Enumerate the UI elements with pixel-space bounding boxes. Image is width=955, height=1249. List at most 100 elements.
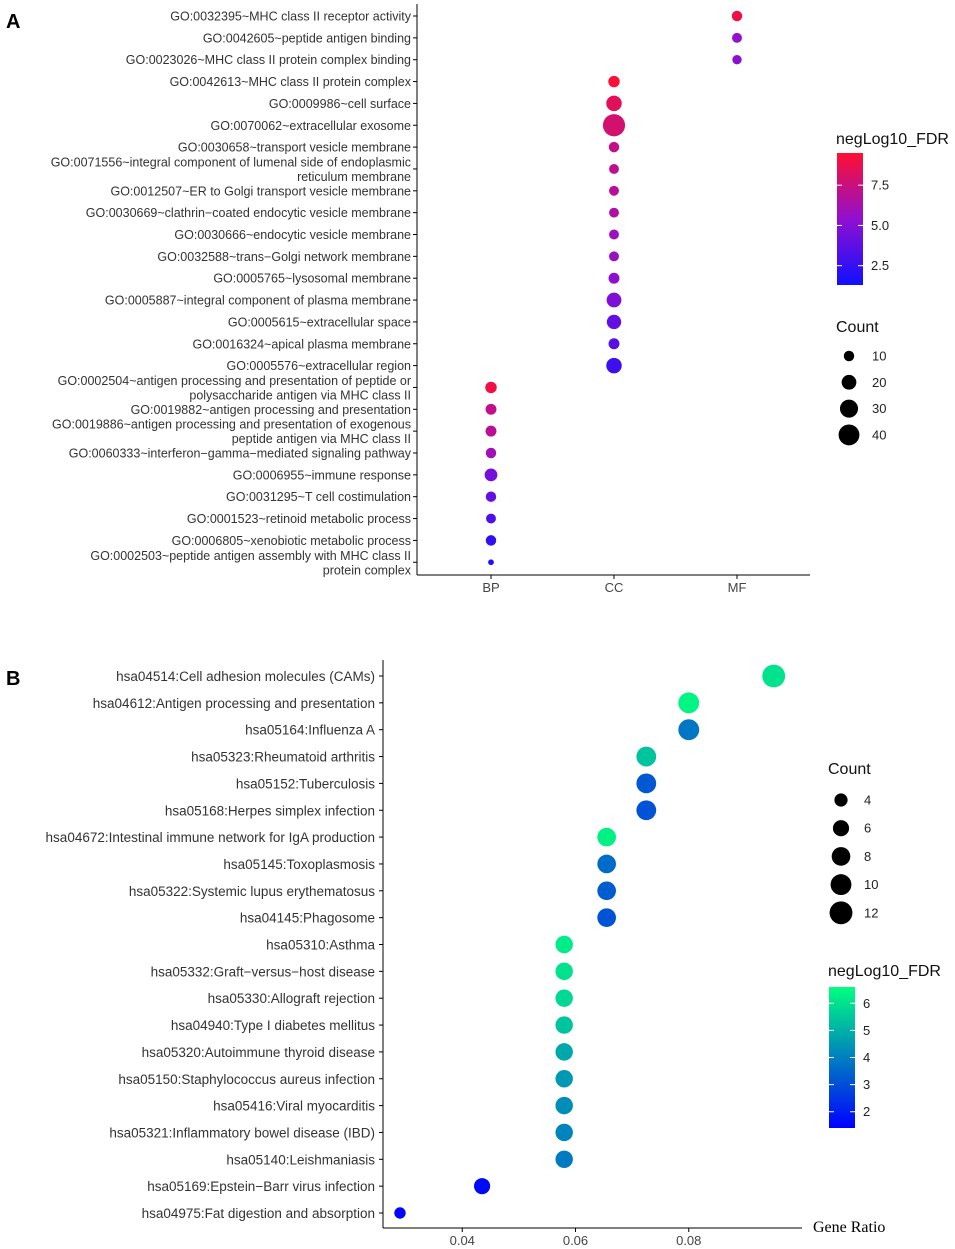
a-term-label: GO:0042605~peptide antigen binding bbox=[203, 31, 411, 45]
a-data-point bbox=[485, 381, 497, 394]
a-term-label: GO:0030669~clathrin−coated endocytic ves… bbox=[86, 206, 411, 220]
b-color-legend-label: 4 bbox=[863, 1050, 870, 1065]
b-pathway-label: hsa05323:Rheumatoid arthritis bbox=[191, 750, 375, 765]
a-data-point bbox=[485, 403, 497, 415]
b-data-point bbox=[555, 1123, 573, 1142]
a-term-label: GO:0032588~trans−Golgi network membrane bbox=[157, 250, 411, 264]
b-data-point bbox=[762, 664, 786, 688]
b-color-legend-label: 5 bbox=[863, 1023, 870, 1038]
b-data-point bbox=[597, 827, 616, 847]
a-data-point bbox=[732, 55, 742, 65]
a-size-legend-dot bbox=[839, 399, 859, 418]
b-data-point bbox=[678, 692, 700, 714]
a-term-label: GO:0016324~apical plasma membrane bbox=[192, 337, 411, 351]
a-data-point bbox=[609, 164, 619, 174]
b-pathway-label: hsa05152:Tuberculosis bbox=[236, 776, 375, 791]
a-size-legend-dot bbox=[841, 374, 857, 390]
a-data-point bbox=[485, 491, 497, 502]
b-color-legend-label: 6 bbox=[863, 996, 870, 1011]
a-data-point bbox=[609, 185, 619, 196]
a-size-legend-label: 30 bbox=[872, 401, 886, 416]
b-pathway-label: hsa05169:Epstein−Barr virus infection bbox=[147, 1179, 375, 1194]
a-data-point bbox=[731, 10, 743, 22]
a-term-label: GO:0019886~antigen processing and presen… bbox=[52, 418, 411, 432]
b-size-legend-dot bbox=[830, 874, 852, 896]
a-term-label: GO:0005887~integral component of plasma … bbox=[105, 294, 411, 308]
b-data-point bbox=[597, 854, 616, 874]
a-term-label: GO:0005615~extracellular space bbox=[228, 315, 411, 329]
b-size-legend-label: 12 bbox=[864, 905, 878, 920]
a-term-label: GO:0032395~MHC class II receptor activit… bbox=[170, 10, 411, 24]
a-size-legend-dot bbox=[838, 424, 860, 446]
a-term-label: GO:0002503~peptide antigen assembly with… bbox=[90, 549, 411, 563]
a-term-label: GO:0023026~MHC class II protein complex … bbox=[126, 53, 411, 67]
a-term-label: GO:0031295~T cell costimulation bbox=[226, 490, 411, 504]
a-term-label: GO:0012507~ER to Golgi transport vesicle… bbox=[110, 184, 411, 198]
a-color-legend-title: negLog10_FDR bbox=[836, 131, 949, 148]
b-pathway-label: hsa05416:Viral myocarditis bbox=[213, 1099, 375, 1114]
panel-a-dot-plot: BP CC MF GO:0032395~MHC class II receptor a… bbox=[51, 4, 949, 595]
a-term-label-cont: peptide antigen via MHC class II bbox=[232, 432, 411, 446]
a-term-label: GO:0030666~endocytic vesicle membrane bbox=[174, 228, 411, 242]
b-pathway-label: hsa04145:Phagosome bbox=[240, 911, 375, 926]
a-term-label: GO:0006805~xenobiotic metabolic process bbox=[172, 534, 411, 548]
a-data-point bbox=[609, 229, 619, 240]
a-size-legend-label: 10 bbox=[872, 349, 886, 364]
a-data-point bbox=[485, 425, 497, 437]
b-data-point bbox=[394, 1207, 406, 1219]
a-data-point bbox=[485, 535, 497, 546]
b-data-point bbox=[636, 800, 657, 821]
a-term-label: GO:0001523~retinoid metabolic process bbox=[187, 512, 411, 526]
b-data-point bbox=[555, 989, 573, 1007]
b-data-point bbox=[678, 719, 700, 741]
b-data-point bbox=[636, 746, 657, 767]
b-pathway-label: hsa05164:Influenza A bbox=[245, 723, 375, 738]
b-size-legend-dot bbox=[832, 820, 850, 837]
panel-b-dot-plot: 0.04 0.06 0.08 Gene Ratio hsa04514:Cell adhe… bbox=[46, 660, 941, 1248]
a-data-point bbox=[606, 95, 622, 112]
a-term-label: GO:0071556~integral component of lumenal… bbox=[51, 155, 411, 169]
b-x-axis-title: Gene Ratio bbox=[813, 1219, 885, 1236]
a-term-label: GO:0005765~lysosomal membrane bbox=[213, 272, 411, 286]
a-x-tick-label: MF bbox=[728, 580, 747, 595]
panel-a-letter: A bbox=[6, 11, 20, 33]
a-data-point bbox=[602, 114, 626, 137]
panel-b-letter: B bbox=[6, 668, 20, 690]
b-pathway-label: hsa05320:Autoimmune thyroid disease bbox=[142, 1045, 375, 1060]
b-size-legend-title: Count bbox=[828, 761, 871, 778]
b-size-legend-label: 4 bbox=[864, 793, 871, 808]
b-pathway-label: hsa04672:Intestinal immune network for I… bbox=[46, 830, 375, 845]
b-pathway-label: hsa04514:Cell adhesion molecules (CAMs) bbox=[116, 669, 375, 684]
a-data-point bbox=[606, 314, 622, 330]
a-size-legend-title: Count bbox=[836, 319, 879, 336]
b-pathway-label: hsa04975:Fat digestion and absorption bbox=[142, 1206, 375, 1221]
b-pathway-label: hsa05150:Staphylococcus aureus infection bbox=[118, 1072, 375, 1087]
b-size-legend-label: 8 bbox=[864, 849, 871, 864]
b-data-point bbox=[636, 773, 657, 794]
a-term-label: GO:0005576~extracellular region bbox=[227, 359, 412, 373]
b-x-tick-label: 0.04 bbox=[450, 1233, 475, 1248]
a-size-legend-label: 40 bbox=[872, 427, 886, 442]
a-data-point bbox=[485, 447, 497, 459]
a-data-point bbox=[608, 141, 620, 153]
a-data-point bbox=[608, 272, 620, 284]
b-pathway-label: hsa05332:Graft−versus−host disease bbox=[151, 964, 375, 979]
a-term-label: GO:0070062~extracellular exosome bbox=[211, 119, 412, 133]
b-data-point bbox=[555, 962, 573, 981]
a-term-label: GO:0060333~interferon−gamma−mediated sig… bbox=[69, 447, 412, 461]
a-term-label: GO:0030658~transport vesicle membrane bbox=[178, 141, 411, 155]
b-pathway-label: hsa05140:Leishmaniasis bbox=[226, 1152, 375, 1167]
a-term-label-cont: polysaccharide antigen via MHC class II bbox=[189, 388, 411, 402]
a-data-point bbox=[609, 251, 619, 262]
b-data-point bbox=[597, 881, 616, 901]
a-data-point bbox=[484, 468, 498, 482]
a-size-legend-dot bbox=[843, 350, 855, 362]
b-pathway-label: hsa05310:Asthma bbox=[266, 938, 375, 953]
b-pathway-label: hsa05168:Herpes simplex infection bbox=[165, 803, 375, 818]
a-data-point bbox=[732, 32, 742, 43]
a-term-label: GO:0006955~immune response bbox=[233, 468, 411, 482]
b-data-point bbox=[474, 1178, 491, 1195]
b-color-legend-title: negLog10_FDR bbox=[828, 963, 941, 980]
b-size-legend-dot bbox=[834, 793, 848, 807]
a-data-point bbox=[608, 75, 620, 88]
